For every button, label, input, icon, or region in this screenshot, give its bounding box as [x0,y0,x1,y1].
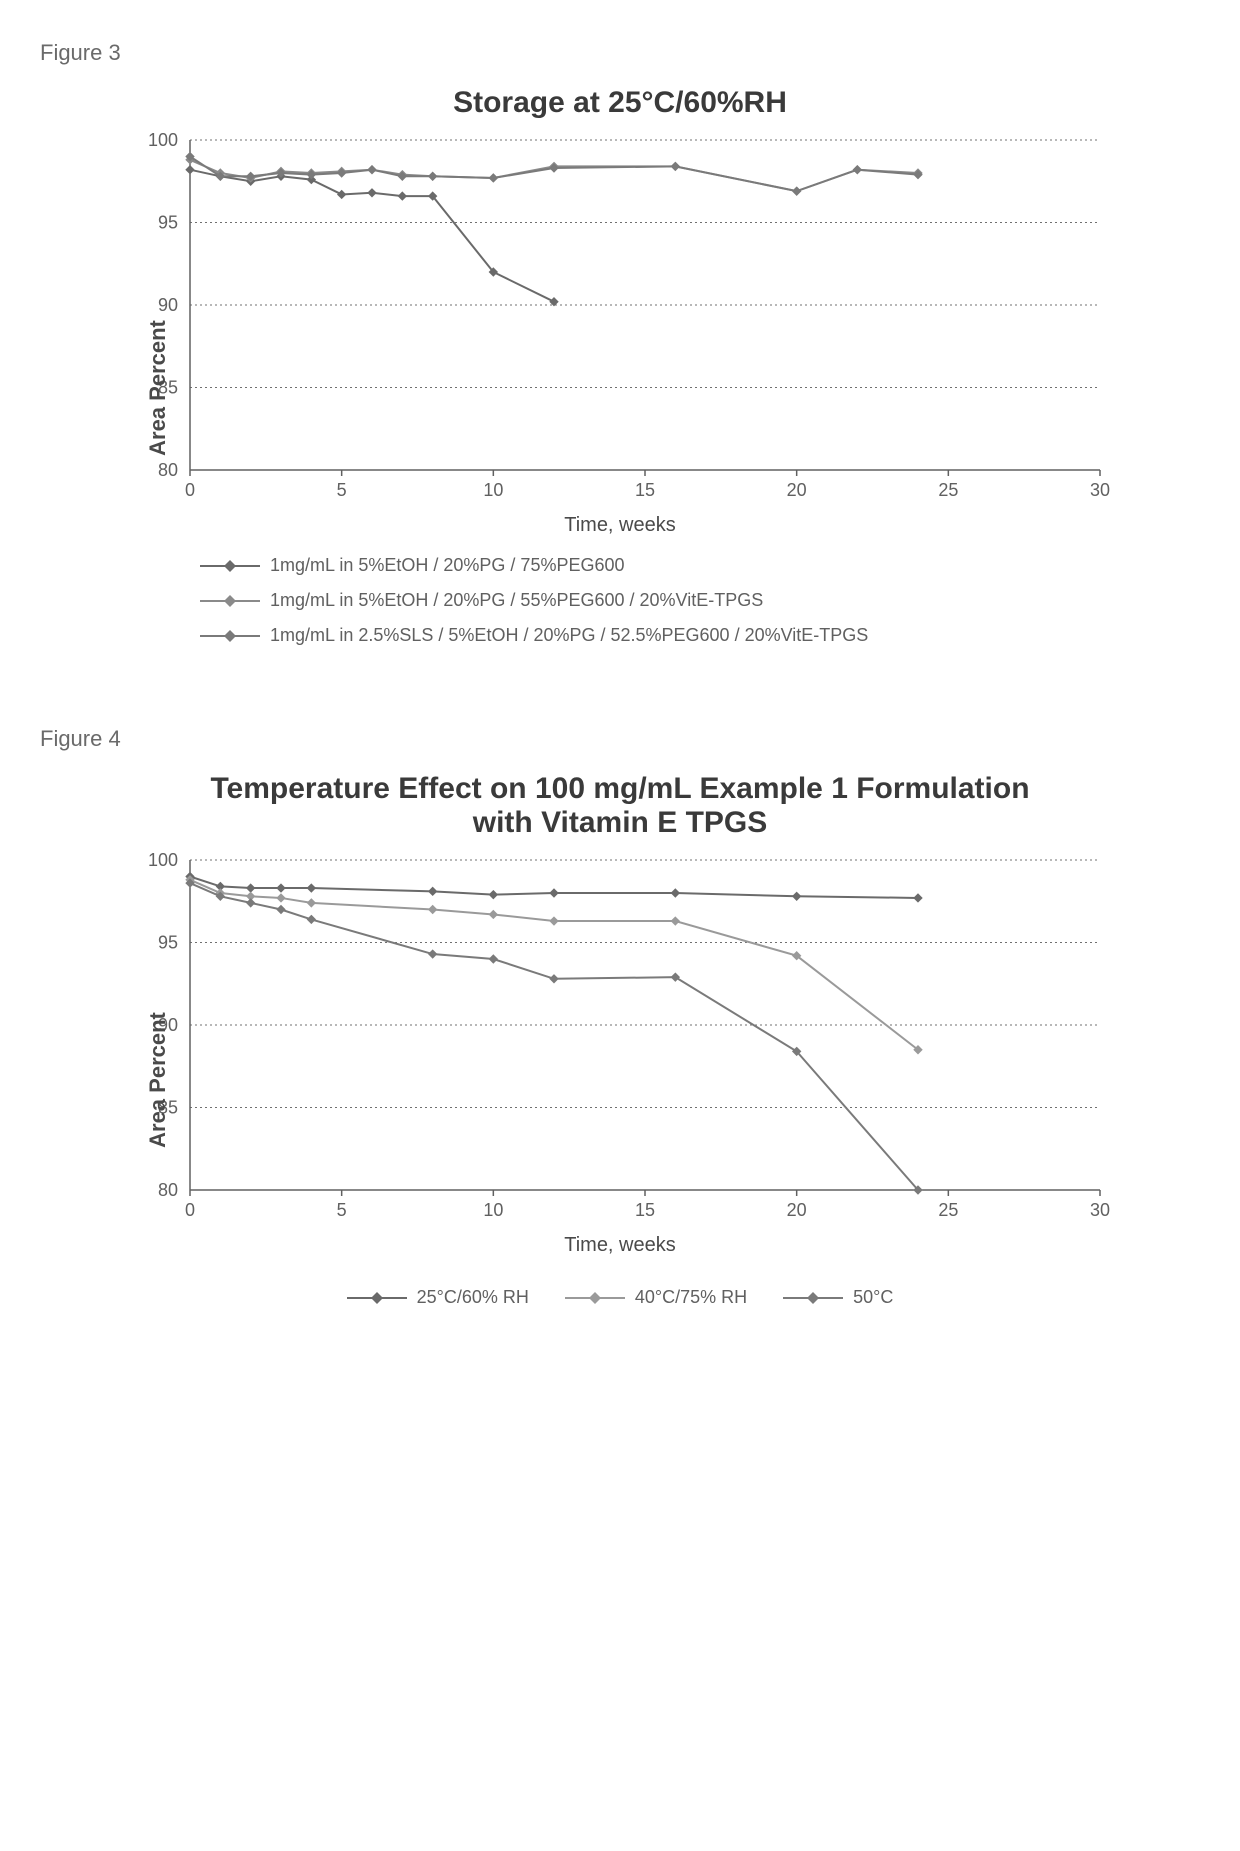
svg-text:10: 10 [483,480,503,500]
legend-swatch [200,559,260,573]
legend-swatch [783,1291,843,1305]
svg-text:20: 20 [787,1200,807,1220]
svg-text:95: 95 [158,213,178,233]
figure-3-xlabel: Time, weeks [120,514,1120,537]
legend-label: 1mg/mL in 2.5%SLS / 5%EtOH / 20%PG / 52.… [270,625,868,646]
legend-item: 50°C [783,1287,893,1308]
figure-3-legend: 1mg/mL in 5%EtOH / 20%PG / 75%PEG600 1mg/… [200,555,1120,646]
legend-swatch [565,1291,625,1305]
figure-4-ylabel: Area Percent [145,1012,171,1148]
figure-4-legend: 25°C/60% RH 40°C/75% RH 50°C [120,1287,1120,1310]
legend-item: 40°C/75% RH [565,1287,747,1308]
svg-text:90: 90 [158,295,178,315]
svg-text:5: 5 [337,480,347,500]
legend-label: 50°C [853,1287,893,1308]
svg-text:15: 15 [635,480,655,500]
svg-text:80: 80 [158,1180,178,1200]
legend-label: 25°C/60% RH [417,1287,529,1308]
figure-3-plot: 80859095100051015202530 [120,130,1120,510]
figure-3-label: Figure 3 [40,40,1200,66]
figure-4-chart-wrap: Area Percent 80859095100051015202530 Tim… [120,850,1120,1310]
legend-swatch [200,594,260,608]
legend-item: 1mg/mL in 5%EtOH / 20%PG / 75%PEG600 [200,555,1120,576]
legend-item: 25°C/60% RH [347,1287,529,1308]
legend-item: 1mg/mL in 2.5%SLS / 5%EtOH / 20%PG / 52.… [200,625,1120,646]
figure-3-title: Storage at 25°C/60%RH [40,86,1200,120]
svg-text:95: 95 [158,933,178,953]
svg-text:5: 5 [337,1200,347,1220]
svg-text:15: 15 [635,1200,655,1220]
svg-text:100: 100 [148,130,178,150]
legend-swatch [347,1291,407,1305]
svg-text:30: 30 [1090,480,1110,500]
figure-4-block: Figure 4 Temperature Effect on 100 mg/mL… [40,726,1200,1310]
legend-item: 1mg/mL in 5%EtOH / 20%PG / 55%PEG600 / 2… [200,590,1120,611]
svg-text:80: 80 [158,460,178,480]
svg-text:0: 0 [185,1200,195,1220]
svg-text:20: 20 [787,480,807,500]
svg-text:25: 25 [938,480,958,500]
svg-text:0: 0 [185,480,195,500]
svg-text:30: 30 [1090,1200,1110,1220]
figure-3-ylabel: Area Percent [145,320,171,456]
figure-4-plot: 80859095100051015202530 [120,850,1120,1230]
svg-text:10: 10 [483,1200,503,1220]
legend-label: 40°C/75% RH [635,1287,747,1308]
legend-swatch [200,629,260,643]
legend-label: 1mg/mL in 5%EtOH / 20%PG / 75%PEG600 [270,555,625,576]
figure-3-block: Figure 3 Storage at 25°C/60%RH Area Perc… [40,40,1200,646]
figure-4-label: Figure 4 [40,726,1200,752]
figure-3-chart-wrap: Area Percent 80859095100051015202530 Tim… [120,130,1120,646]
svg-text:100: 100 [148,850,178,870]
svg-text:25: 25 [938,1200,958,1220]
figure-4-title: Temperature Effect on 100 mg/mL Example … [210,772,1030,840]
legend-label: 1mg/mL in 5%EtOH / 20%PG / 55%PEG600 / 2… [270,590,763,611]
figure-4-xlabel: Time, weeks [120,1234,1120,1257]
